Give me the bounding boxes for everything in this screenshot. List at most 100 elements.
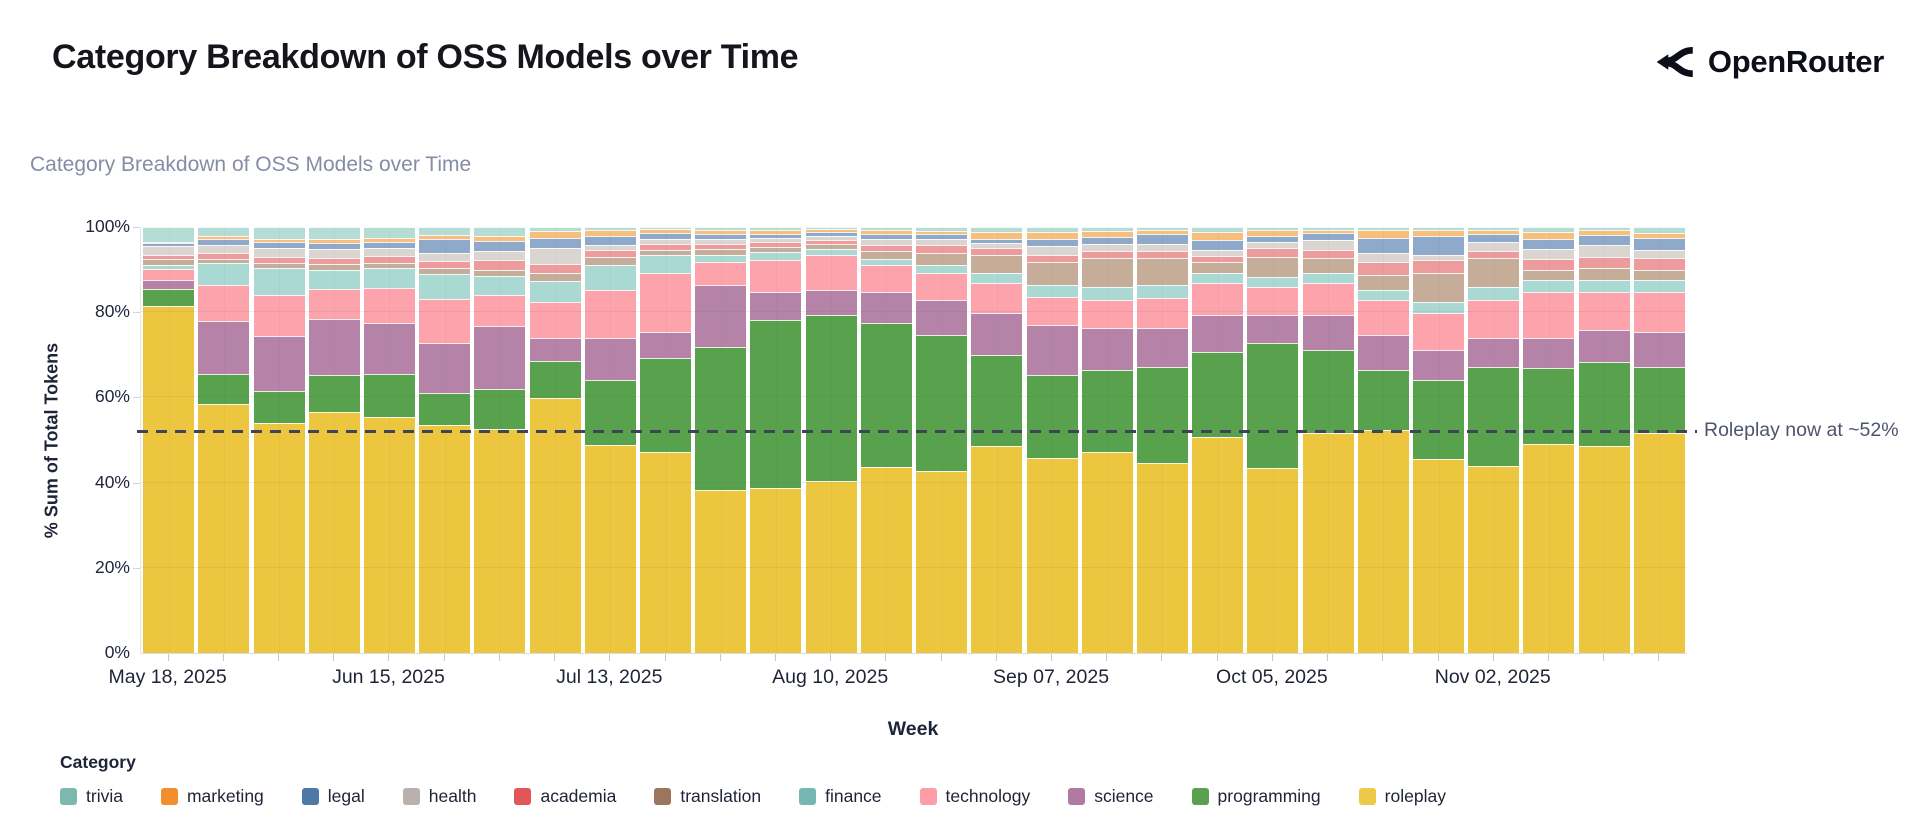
- bar-segment-translation[interactable]: [1578, 267, 1630, 280]
- legend-item-finance[interactable]: finance: [799, 786, 882, 807]
- bar-segment-technology[interactable]: [363, 287, 415, 323]
- bar-segment-trivia[interactable]: [198, 227, 250, 236]
- bar-segment-science[interactable]: [750, 292, 802, 320]
- bar-segment-programming[interactable]: [253, 391, 305, 423]
- bar-segment-translation[interactable]: [529, 272, 581, 282]
- bar-segment-translation[interactable]: [640, 250, 692, 256]
- bar-segment-legal[interactable]: [640, 233, 692, 239]
- bar-segment-finance[interactable]: [363, 268, 415, 288]
- bar-segment-legal[interactable]: [1136, 233, 1188, 245]
- bar-week-Oct-05-2025[interactable]: [1247, 227, 1299, 653]
- bar-segment-translation[interactable]: [750, 247, 802, 253]
- bar-segment-marketing[interactable]: [1026, 232, 1078, 239]
- bar-segment-programming[interactable]: [695, 347, 747, 490]
- bar-segment-finance[interactable]: [971, 273, 1023, 283]
- bar-segment-finance[interactable]: [143, 265, 195, 269]
- bar-segment-roleplay[interactable]: [860, 466, 912, 653]
- bar-segment-technology[interactable]: [584, 290, 636, 339]
- bar-week-Jul-06-2025[interactable]: [529, 227, 581, 653]
- bar-segment-technology[interactable]: [1578, 292, 1630, 331]
- bar-segment-academia[interactable]: [143, 254, 195, 260]
- bar-week-Nov-23-2025[interactable]: [1633, 227, 1685, 653]
- bar-segment-trivia[interactable]: [1578, 227, 1630, 231]
- bar-segment-programming[interactable]: [198, 373, 250, 404]
- bar-week-Nov-02-2025[interactable]: [1468, 227, 1520, 653]
- bar-segment-roleplay[interactable]: [143, 305, 195, 653]
- bar-segment-technology[interactable]: [1192, 282, 1244, 316]
- bar-segment-legal[interactable]: [860, 233, 912, 239]
- bar-segment-science[interactable]: [253, 335, 305, 392]
- bar-segment-legal[interactable]: [143, 243, 195, 247]
- bar-segment-health[interactable]: [1247, 241, 1299, 249]
- bar-week-Aug-17-2025[interactable]: [860, 227, 912, 653]
- bar-segment-roleplay[interactable]: [419, 425, 471, 653]
- bar-segment-translation[interactable]: [1633, 270, 1685, 280]
- bar-week-Jun-08-2025[interactable]: [308, 227, 360, 653]
- bar-segment-academia[interactable]: [1081, 250, 1133, 259]
- bar-segment-programming[interactable]: [584, 379, 636, 446]
- bar-segment-translation[interactable]: [1081, 258, 1133, 287]
- bar-segment-legal[interactable]: [253, 241, 305, 249]
- legend-item-health[interactable]: health: [402, 786, 476, 807]
- bar-segment-programming[interactable]: [1633, 366, 1685, 434]
- bar-segment-science[interactable]: [1578, 330, 1630, 363]
- bar-segment-science[interactable]: [308, 318, 360, 375]
- bar-segment-health[interactable]: [695, 238, 747, 245]
- legend-item-science[interactable]: science: [1068, 786, 1154, 807]
- bar-segment-trivia[interactable]: [695, 227, 747, 231]
- bar-segment-science[interactable]: [805, 290, 857, 316]
- bar-segment-translation[interactable]: [695, 249, 747, 256]
- bar-segment-marketing[interactable]: [916, 230, 968, 235]
- bar-segment-finance[interactable]: [1413, 302, 1465, 314]
- bar-segment-technology[interactable]: [1468, 299, 1520, 339]
- bar-segment-marketing[interactable]: [1136, 230, 1188, 234]
- bar-segment-science[interactable]: [1468, 338, 1520, 367]
- bar-segment-academia[interactable]: [253, 256, 305, 264]
- bar-segment-technology[interactable]: [750, 259, 802, 293]
- bar-segment-finance[interactable]: [916, 264, 968, 274]
- bar-segment-roleplay[interactable]: [805, 480, 857, 653]
- bar-segment-roleplay[interactable]: [584, 445, 636, 653]
- bar-segment-technology[interactable]: [1413, 313, 1465, 351]
- bar-segment-trivia[interactable]: [971, 227, 1023, 233]
- bar-segment-legal[interactable]: [1413, 236, 1465, 255]
- bar-segment-health[interactable]: [474, 251, 526, 260]
- bar-segment-legal[interactable]: [419, 238, 471, 253]
- bar-segment-health[interactable]: [1357, 253, 1409, 262]
- bar-segment-health[interactable]: [1468, 241, 1520, 251]
- bar-segment-roleplay[interactable]: [474, 429, 526, 653]
- legend-item-marketing[interactable]: marketing: [160, 786, 264, 807]
- bar-segment-roleplay[interactable]: [1578, 445, 1630, 653]
- bar-segment-finance[interactable]: [1136, 284, 1188, 299]
- bar-segment-marketing[interactable]: [1413, 230, 1465, 237]
- bar-segment-translation[interactable]: [1026, 261, 1078, 285]
- bar-segment-roleplay[interactable]: [1136, 463, 1188, 653]
- bar-week-Aug-03-2025[interactable]: [750, 227, 802, 653]
- bar-segment-legal[interactable]: [1633, 238, 1685, 251]
- bar-segment-legal[interactable]: [1302, 233, 1354, 240]
- bar-segment-translation[interactable]: [1247, 256, 1299, 277]
- bar-segment-roleplay[interactable]: [916, 470, 968, 653]
- bar-week-Jun-29-2025[interactable]: [474, 227, 526, 653]
- bar-segment-finance[interactable]: [584, 265, 636, 291]
- bar-segment-legal[interactable]: [198, 238, 250, 245]
- bar-segment-legal[interactable]: [584, 235, 636, 246]
- bar-segment-translation[interactable]: [474, 269, 526, 277]
- bar-segment-trivia[interactable]: [308, 227, 360, 240]
- bar-segment-finance[interactable]: [1026, 284, 1078, 297]
- bar-segment-marketing[interactable]: [1578, 230, 1630, 236]
- bar-segment-technology[interactable]: [529, 302, 581, 338]
- bar-segment-health[interactable]: [1523, 249, 1575, 259]
- bar-segment-technology[interactable]: [198, 284, 250, 321]
- bar-segment-science[interactable]: [1523, 337, 1575, 368]
- bar-segment-technology[interactable]: [474, 295, 526, 327]
- bar-segment-trivia[interactable]: [529, 227, 581, 231]
- bar-segment-roleplay[interactable]: [1192, 437, 1244, 653]
- bar-segment-health[interactable]: [750, 238, 802, 242]
- bar-segment-marketing[interactable]: [474, 235, 526, 241]
- bar-segment-trivia[interactable]: [1247, 227, 1299, 231]
- bar-segment-programming[interactable]: [640, 358, 692, 452]
- bar-segment-marketing[interactable]: [1633, 233, 1685, 239]
- bar-segment-marketing[interactable]: [363, 238, 415, 242]
- bar-segment-programming[interactable]: [805, 315, 857, 481]
